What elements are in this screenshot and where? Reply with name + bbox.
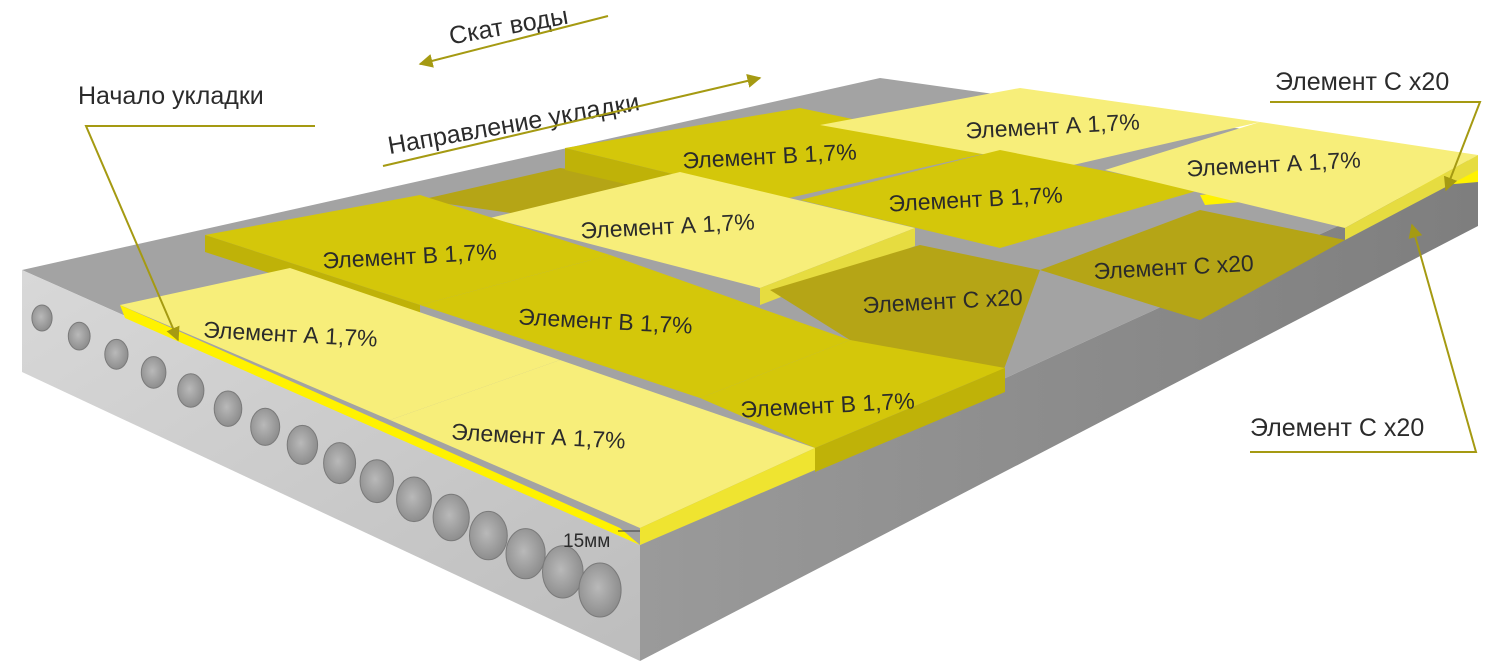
tile-a-back-right <box>820 88 1260 168</box>
laying-start-label: Начало укладки <box>78 82 264 110</box>
tile-a-front-2 <box>390 360 815 528</box>
thickness-label: 15мм <box>563 531 610 552</box>
tile-a-front-2-edge <box>640 448 815 545</box>
element-c-side-label: Элемент С х20 <box>1250 414 1424 442</box>
hollow-core <box>140 356 167 389</box>
tile-b-front-right <box>700 340 1005 448</box>
tile-b-back-right <box>800 150 1200 248</box>
hollow-core <box>542 545 584 599</box>
tile-b-front-right-edge <box>815 368 1005 472</box>
laying-start-pointer <box>84 125 315 342</box>
element-c-top-label: Элемент С х20 <box>1275 68 1449 96</box>
slab-hollow-cores <box>31 304 622 618</box>
hollow-core <box>250 407 281 446</box>
edge-layer-front <box>120 305 640 545</box>
laying-direction-arrow <box>382 74 762 167</box>
hollow-core <box>359 459 394 504</box>
hollow-core <box>432 493 470 542</box>
hollow-core <box>323 442 357 485</box>
element-c-top-pointer <box>1270 101 1482 192</box>
tile-a-center <box>490 172 915 288</box>
hollow-core <box>396 476 432 523</box>
hollow-core <box>177 373 205 408</box>
tile-b-center <box>420 255 850 398</box>
hollow-core <box>505 528 546 580</box>
water-slope-label: Скат воды <box>447 2 570 50</box>
hollow-core <box>213 390 243 427</box>
tile-c-center <box>770 245 1040 380</box>
water-slope-arrow <box>418 15 609 68</box>
tile-c-back-right <box>1040 210 1345 320</box>
element-c-side-pointer <box>1250 223 1478 453</box>
hollow-core <box>67 321 91 351</box>
hollow-core <box>31 304 53 332</box>
hollow-core <box>469 510 508 561</box>
slab-side-face <box>640 162 1478 661</box>
tile-b-mid-left <box>205 195 610 305</box>
hollow-core <box>286 424 319 465</box>
hollow-core <box>104 338 129 370</box>
tile-a-far-right <box>1105 122 1478 228</box>
hollow-core <box>578 562 622 618</box>
tile-a-front-1 <box>120 268 560 420</box>
